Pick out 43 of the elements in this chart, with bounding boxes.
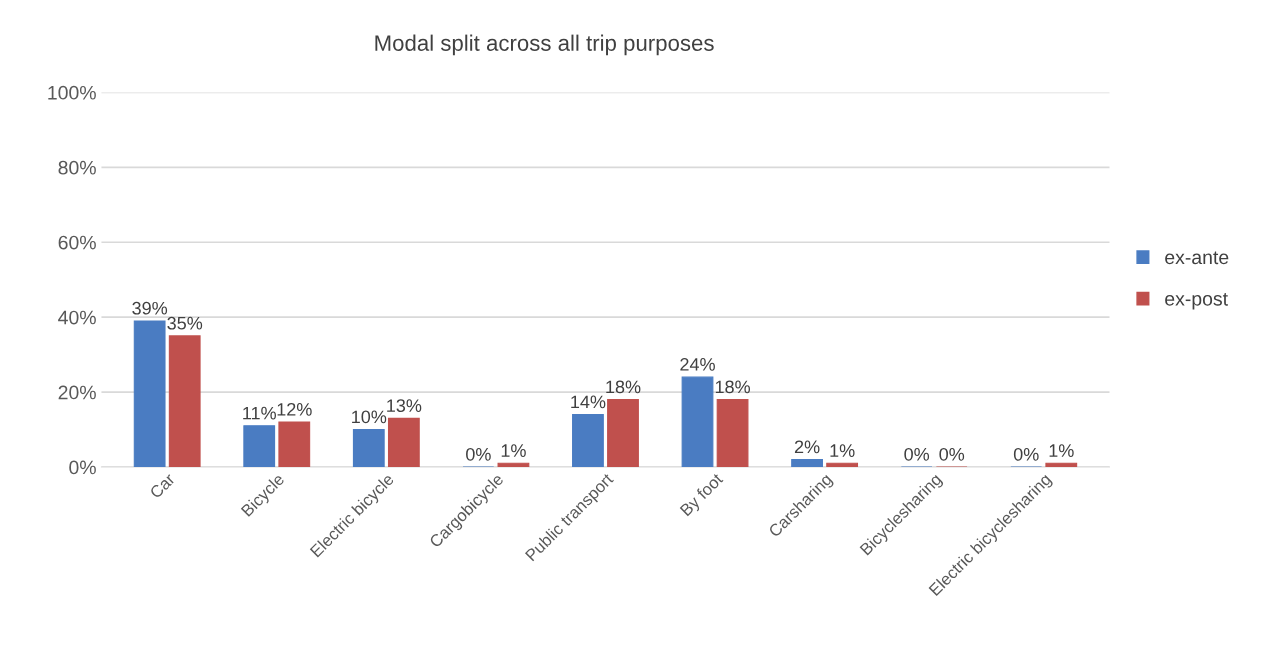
bar <box>497 462 530 468</box>
bar <box>826 462 859 468</box>
bar <box>791 459 823 468</box>
y-tick-label: 0% <box>69 460 96 475</box>
bar <box>572 414 604 468</box>
bar <box>168 335 201 468</box>
data-label: 0% <box>1013 447 1039 461</box>
bar <box>133 320 166 468</box>
data-label: 1% <box>1049 444 1074 457</box>
data-label: 0% <box>904 447 930 461</box>
data-label: 1% <box>830 444 855 457</box>
bar <box>681 376 714 468</box>
data-label: 35% <box>167 316 203 330</box>
y-tick-label: 20% <box>58 385 96 400</box>
data-label: 24% <box>680 358 715 371</box>
data-label: 10% <box>352 410 387 424</box>
x-tick-label: By foot <box>679 472 726 519</box>
bar <box>387 417 420 468</box>
data-label: 12% <box>277 402 312 416</box>
data-label: 14% <box>571 395 606 409</box>
x-tick-label: Car <box>149 472 176 499</box>
chart-title: Modal split across all trip purposes <box>375 34 714 56</box>
data-label: 0% <box>466 447 491 461</box>
data-label: 18% <box>715 380 750 394</box>
data-label: 0% <box>939 447 965 461</box>
data-label: 1% <box>501 444 526 457</box>
bar <box>716 399 749 468</box>
legend-label: ex-post <box>1165 292 1228 310</box>
bar <box>607 399 639 468</box>
data-label: 13% <box>387 399 422 412</box>
y-tick-label: 60% <box>58 235 96 250</box>
data-label: 2% <box>794 440 820 454</box>
y-tick-label: 100% <box>48 85 96 100</box>
data-label: 11% <box>243 406 276 420</box>
bar <box>352 429 385 468</box>
bar <box>1045 462 1078 468</box>
bar <box>243 425 276 468</box>
y-tick-label: 40% <box>58 310 96 325</box>
data-label: 18% <box>606 380 641 394</box>
legend-label: ex-ante <box>1165 251 1229 265</box>
y-tick-label: 80% <box>58 160 96 175</box>
data-label: 39% <box>132 301 168 315</box>
bar <box>278 421 311 468</box>
